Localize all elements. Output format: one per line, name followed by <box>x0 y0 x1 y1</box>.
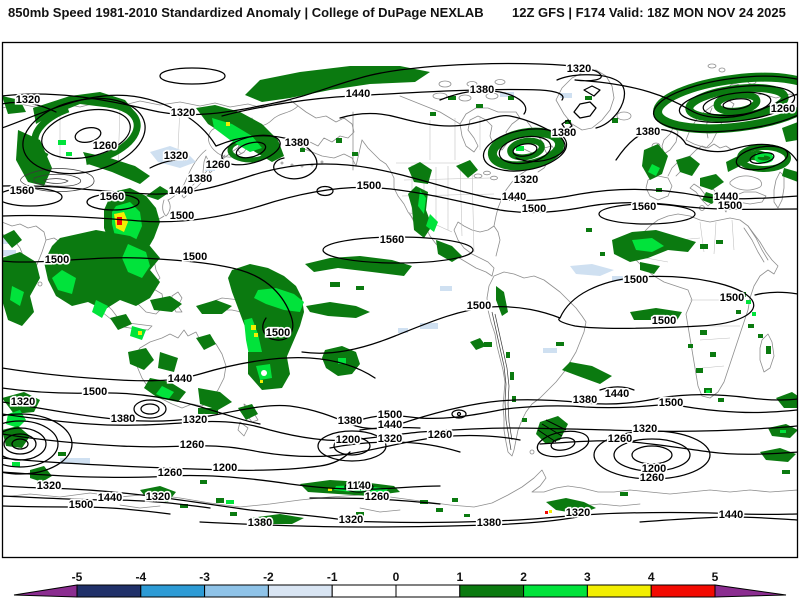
colorbar-segment <box>650 584 716 598</box>
contour-label: 1380 <box>248 517 272 529</box>
contour-label: 1500 <box>522 203 546 215</box>
contour-label: 1500 <box>266 327 290 339</box>
contour-label: 1260 <box>158 467 182 479</box>
contour-label: 1500 <box>378 409 402 421</box>
contour-label: 1140 <box>347 480 371 492</box>
contour-label: 1380 <box>188 173 212 185</box>
contour-label: 1500 <box>652 315 676 327</box>
colorbar-segment <box>267 584 333 598</box>
colorbar-segment <box>586 584 652 598</box>
contour-labels: 1320132014401320126013801380132012601260… <box>8 61 797 530</box>
map-frame <box>1 41 799 559</box>
contour-label: 1500 <box>83 386 107 398</box>
negative-anomaly-shading <box>3 92 626 464</box>
height-contours <box>3 62 797 528</box>
contour-label: 1380 <box>285 137 309 149</box>
contour-label: 1500 <box>718 200 742 212</box>
colorbar-tick-label: -4 <box>135 570 146 584</box>
contour-label: 1260 <box>640 472 664 484</box>
colorbar-segment <box>331 584 397 598</box>
colorbar-tick-label: 4 <box>648 570 655 584</box>
contour-label: 1440 <box>714 191 738 203</box>
colorbar-segment <box>140 584 206 598</box>
contour-label: 1440 <box>605 388 629 400</box>
contour-label: 1320 <box>633 423 657 435</box>
contour-label: 1500 <box>659 397 683 409</box>
terrain-contours <box>20 168 513 451</box>
contour-label: 1380 <box>552 127 576 139</box>
colorbar-tick-label: -5 <box>72 570 83 584</box>
contour-label: 1500 <box>183 251 207 263</box>
product-title: 850mb Speed 1981-2010 Standardized Anoma… <box>8 5 484 20</box>
contour-label: 1560 <box>10 185 34 197</box>
contour-label: 1320 <box>514 174 538 186</box>
anomaly-colorbar: -5 -4 -3 -2 -1 0 1 2 3 4 5 <box>13 570 787 598</box>
contour-label: 1200 <box>213 462 237 474</box>
contour-label: 1500 <box>624 274 648 286</box>
colorbar-tick-label: 3 <box>584 570 591 584</box>
contour-label: 1380 <box>477 517 501 529</box>
contour-label: 1320 <box>16 94 40 106</box>
colorbar-segment <box>523 584 588 598</box>
colorbar-tick-label: -1 <box>327 570 338 584</box>
colorbar-tick-label: -2 <box>263 570 274 584</box>
contour-label: 1260 <box>93 140 117 152</box>
contour-label: 1320 <box>566 507 590 519</box>
contour-label: 1500 <box>357 180 381 192</box>
contour-label: 1500 <box>69 499 93 511</box>
contour-label: 1560 <box>632 201 656 213</box>
contour-label: 1320 <box>378 433 402 445</box>
colorbar-tick-label: 2 <box>520 570 527 584</box>
contour-label: 1440 <box>502 191 526 203</box>
colorbar-tick-label: 5 <box>712 570 719 584</box>
contour-label: 1320 <box>339 514 363 526</box>
contour-label: 1320 <box>11 396 35 408</box>
contour-label: 1380 <box>338 415 362 427</box>
contour-label: 1440 <box>346 88 370 100</box>
contour-label: 1260 <box>180 439 204 451</box>
contour-label: 1440 <box>98 492 122 504</box>
contour-label: 1500 <box>720 292 744 304</box>
contour-label: 1380 <box>573 394 597 406</box>
contour-label: 1560 <box>380 234 404 246</box>
colorbar-tick-label: 0 <box>393 570 400 584</box>
contour-label: 1320 <box>567 63 591 75</box>
contour-label: 1200 <box>642 463 666 475</box>
contour-label: 1200 <box>336 434 360 446</box>
colorbar-segment <box>76 584 142 598</box>
colorbar-tick-label: 1 <box>456 570 463 584</box>
colorbar-segment <box>204 584 269 598</box>
contour-label: 1440 <box>378 419 402 431</box>
contour-label: 1320 <box>183 414 207 426</box>
map-canvas <box>3 62 797 528</box>
valid-time-title: 12Z GFS | F174 Valid: 18Z MON NOV 24 202… <box>512 5 786 20</box>
contour-label: 1260 <box>365 491 389 503</box>
contour-label: 1320 <box>171 107 195 119</box>
colorbar-under-arrow <box>13 584 78 598</box>
contour-label: 1380 <box>636 126 660 138</box>
contour-label: 1440 <box>168 373 192 385</box>
contour-label: 1260 <box>206 159 230 171</box>
contour-label: 1380 <box>470 84 494 96</box>
contour-label: 1380 <box>111 413 135 425</box>
contour-label: 1260 <box>428 429 452 441</box>
contour-label: 1320 <box>37 480 61 492</box>
colorbar-segment <box>459 584 525 598</box>
positive-anomaly-shading <box>3 66 797 524</box>
contour-label: 1260 <box>771 103 795 115</box>
contour-label: 1500 <box>467 300 491 312</box>
contour-label: 1440 <box>719 509 743 521</box>
colorbar-segment <box>395 584 461 598</box>
colorbar-tick-label: -3 <box>199 570 210 584</box>
contour-label: 1260 <box>608 433 632 445</box>
contour-label: 1560 <box>100 191 124 203</box>
contour-label: 1500 <box>45 254 69 266</box>
contour-label: 1320 <box>146 491 170 503</box>
contour-label: 1500 <box>170 210 194 222</box>
contour-label: 1440 <box>169 185 193 197</box>
colorbar-over-arrow <box>714 584 787 598</box>
contour-label: 1320 <box>164 150 188 162</box>
